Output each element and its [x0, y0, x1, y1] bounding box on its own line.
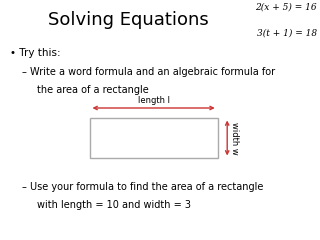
Text: the area of a rectangle: the area of a rectangle	[37, 85, 148, 95]
Text: with length = 10 and width = 3: with length = 10 and width = 3	[37, 200, 191, 210]
Text: width w: width w	[230, 122, 239, 154]
Text: Solving Equations: Solving Equations	[48, 11, 208, 29]
Text: – Use your formula to find the area of a rectangle: – Use your formula to find the area of a…	[22, 182, 264, 192]
Text: length l: length l	[138, 96, 170, 105]
Text: 3(t + 1) = 18: 3(t + 1) = 18	[257, 29, 317, 38]
Text: – Write a word formula and an algebraic formula for: – Write a word formula and an algebraic …	[22, 67, 276, 77]
Text: 2(x + 5) = 16: 2(x + 5) = 16	[255, 2, 317, 11]
Bar	[90, 118, 218, 158]
Text: • Try this:: • Try this:	[10, 48, 60, 58]
